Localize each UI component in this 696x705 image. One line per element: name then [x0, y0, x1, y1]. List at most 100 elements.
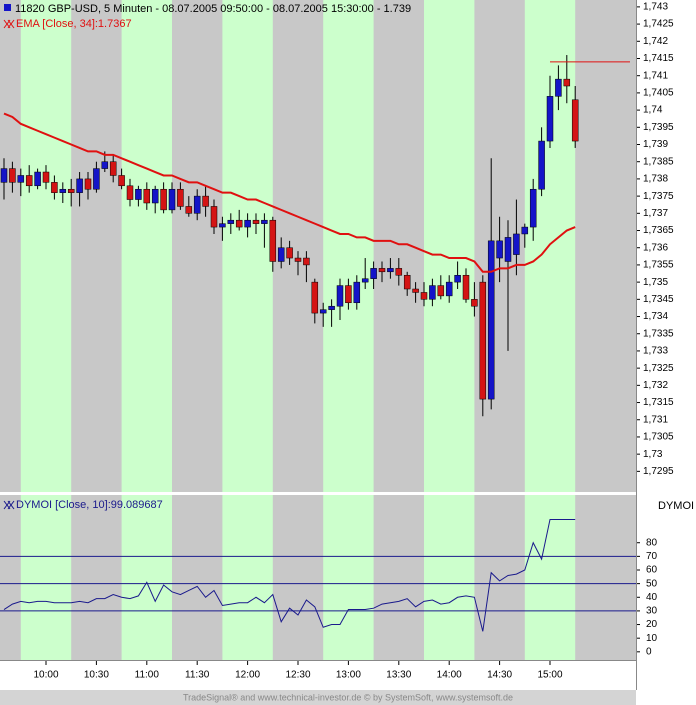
candle-body — [25, 175, 33, 187]
legend-icon — [4, 4, 11, 11]
candle-body — [51, 182, 58, 193]
candle-body — [143, 188, 151, 204]
y-tick-label: 1,743 — [643, 2, 668, 13]
candle-body — [353, 281, 361, 304]
candle-body — [135, 188, 142, 200]
x-tick-label: 11:30 — [185, 670, 210, 681]
candle-body — [101, 161, 109, 169]
candle-body — [84, 178, 92, 190]
x-tick-label: 14:00 — [437, 670, 462, 681]
right-axis-line — [636, 0, 637, 690]
y-tick-label: 1,74 — [643, 105, 663, 116]
session-band — [20, 495, 72, 660]
candle-body — [168, 188, 176, 211]
candle-body — [219, 223, 226, 228]
y-tick-label: 1,7425 — [643, 19, 674, 30]
x-tick-label: 10:30 — [84, 670, 109, 681]
candle-body — [227, 219, 235, 224]
y-tick-label: 1,732 — [643, 380, 668, 391]
candle-body — [286, 247, 293, 259]
chart-title: 11820 GBP-USD, 5 Minuten - 08.07.2005 09… — [15, 3, 411, 15]
indicator-title: DYMOI [Close, 10]:99.089687 — [16, 499, 163, 511]
session-band — [222, 0, 273, 492]
candle-body — [454, 274, 461, 283]
y-tick-label: 1,742 — [643, 36, 668, 47]
y-tick-label: 1,7295 — [643, 466, 674, 477]
candle-body — [311, 281, 319, 314]
footer-bg — [0, 690, 636, 705]
candle-body — [529, 188, 537, 228]
candle-body — [9, 168, 16, 183]
x-tick-label: 10:00 — [33, 670, 58, 681]
y-tick-label: 1,73 — [643, 449, 663, 460]
x-tick-label: 11:00 — [135, 670, 160, 681]
candle-body — [387, 268, 394, 273]
y-tick-label: 1,733 — [643, 346, 668, 357]
candle-body — [151, 188, 159, 204]
candle-body — [571, 99, 579, 142]
candle-body — [412, 288, 419, 293]
candle-body — [235, 219, 243, 228]
session-band — [524, 0, 576, 492]
y-tick-label: 1,731 — [643, 414, 668, 425]
candle-body — [496, 240, 503, 259]
y-tick-label: 1,739 — [643, 139, 668, 150]
candle-body — [479, 281, 487, 400]
y-tick-label: 1,7305 — [643, 432, 674, 443]
y-tick-label: 50 — [646, 578, 658, 589]
candle-body — [361, 278, 369, 283]
x-tick-label: 12:00 — [235, 670, 260, 681]
candle-body — [555, 78, 562, 97]
ema-line — [3, 112, 576, 273]
y-tick-label: 60 — [646, 565, 658, 576]
candle-body — [17, 175, 25, 183]
x-tick-label: 14:30 — [487, 670, 512, 681]
y-tick-label: 1,734 — [643, 311, 668, 322]
y-tick-label: 80 — [646, 537, 658, 548]
session-band — [424, 495, 475, 660]
candle-body — [336, 285, 344, 307]
candle-body — [177, 188, 184, 207]
candle-body — [118, 175, 125, 187]
x-tick-label: 13:30 — [386, 670, 411, 681]
session-band — [424, 0, 475, 492]
y-tick-label: 10 — [646, 633, 658, 644]
x-tick-label: 15:00 — [537, 670, 562, 681]
session-band — [323, 495, 374, 660]
candle-body — [546, 96, 554, 142]
candle-body — [303, 257, 310, 266]
y-tick-label: 1,737 — [643, 208, 668, 219]
panel-separator — [0, 492, 696, 495]
candle-body — [67, 188, 75, 193]
indicator-axis-label: DYMOI — [658, 500, 694, 512]
candle-body — [185, 206, 193, 214]
candle-body — [378, 268, 386, 273]
x-axis-line — [0, 660, 636, 661]
y-tick-label: 1,736 — [643, 242, 668, 253]
y-tick-label: 40 — [646, 592, 658, 603]
candle-body — [277, 247, 285, 262]
legend-icon — [3, 500, 15, 510]
candle-body — [487, 240, 495, 400]
candle-body — [0, 168, 8, 183]
session-band — [121, 0, 172, 492]
candle-body — [59, 188, 67, 193]
candle-body — [244, 219, 251, 228]
candle-body — [294, 257, 302, 262]
y-tick-label: 0 — [646, 646, 652, 657]
y-tick-label: 1,7395 — [643, 122, 674, 133]
candle-body — [403, 274, 411, 290]
candle-body — [261, 219, 268, 224]
candle-body — [202, 195, 209, 207]
candle-body — [210, 206, 218, 228]
candle-body — [538, 140, 545, 190]
candle-body — [345, 285, 352, 304]
y-tick-label: 1,7385 — [643, 156, 674, 167]
footer: TradeSignal® and www.technical-investor.… — [183, 692, 513, 702]
session-band — [121, 495, 172, 660]
candle-body — [504, 237, 512, 262]
y-tick-label: 30 — [646, 606, 658, 617]
y-tick-label: 1,7315 — [643, 397, 674, 408]
